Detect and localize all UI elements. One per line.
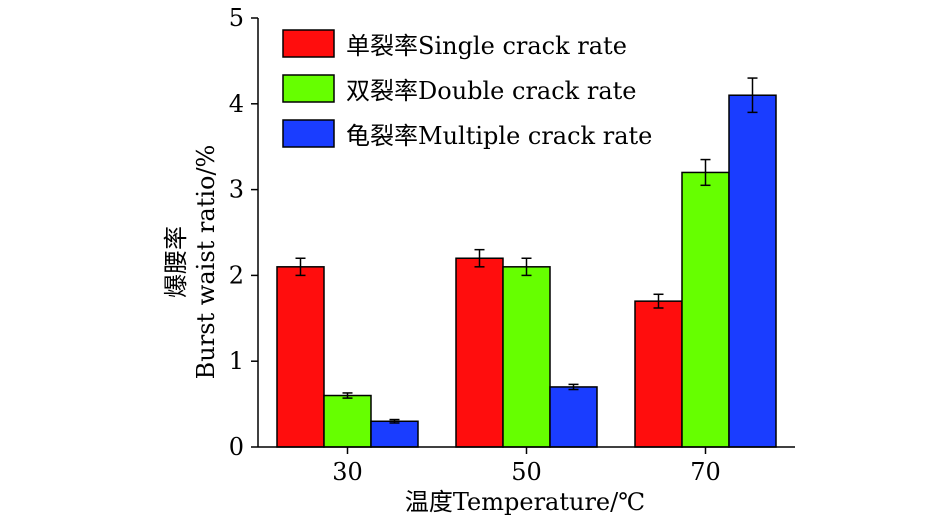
- legend-swatch: [282, 29, 335, 58]
- x-tick-label-30: 30: [332, 458, 363, 486]
- bar-multiple-crack-rate-30: [370, 420, 419, 448]
- bar-multiple-crack-rate-70: [728, 94, 777, 448]
- error-bar-2-50: [568, 383, 579, 391]
- legend: 单裂率Single crack rate 双裂率Double crack rate…: [282, 29, 652, 150]
- x-axis-title: 温度Temperature/℃: [405, 488, 645, 516]
- y-tick-label-0: 0: [229, 433, 244, 461]
- legend-item-0: 单裂率Single crack rate: [282, 29, 627, 60]
- error-bar-2-30: [389, 418, 400, 424]
- y-axis-title-en: Burst waist ratio/%: [192, 145, 220, 380]
- error-bar-1-70: [700, 158, 711, 187]
- error-bar-1-30: [342, 392, 353, 399]
- y-tick-label-2: 2: [229, 261, 244, 289]
- legend-item-2: 龟裂率Multiple crack rate: [282, 119, 652, 150]
- legend-label: 单裂率Single crack rate: [346, 32, 627, 60]
- error-bars-layer: [295, 77, 758, 424]
- bar-single-crack-rate-30: [276, 266, 325, 448]
- error-bar-2-70: [747, 77, 758, 114]
- bar-double-crack-rate-50: [502, 266, 551, 448]
- y-tick-label-4: 4: [229, 90, 244, 118]
- y-axis-title: 爆腰率 Burst waist ratio/%: [162, 145, 220, 380]
- y-axis-title-cn: 爆腰率: [162, 226, 190, 298]
- legend-item-1: 双裂率Double crack rate: [282, 74, 636, 105]
- error-bar-0-70: [653, 293, 664, 309]
- legend-label: 龟裂率Multiple crack rate: [346, 122, 652, 150]
- bar-multiple-crack-rate-50: [549, 386, 598, 448]
- x-tick-label-70: 70: [690, 458, 721, 486]
- y-tick-label-1: 1: [229, 347, 244, 375]
- bar-double-crack-rate-70: [681, 171, 730, 448]
- y-tick-label-3: 3: [229, 176, 244, 204]
- axes-layer: 0 1 2 3 4 5 30 50 70: [229, 4, 795, 486]
- legend-swatch: [282, 119, 335, 148]
- bar-single-crack-rate-50: [455, 257, 504, 448]
- y-tick-label-5: 5: [229, 4, 244, 32]
- error-bar-0-50: [474, 248, 485, 268]
- legend-swatch: [282, 74, 335, 103]
- legend-label: 双裂率Double crack rate: [346, 77, 636, 105]
- error-bar-0-30: [295, 257, 306, 277]
- bar-double-crack-rate-30: [323, 394, 372, 448]
- error-bar-1-50: [521, 257, 532, 277]
- bar-single-crack-rate-70: [634, 300, 683, 448]
- x-tick-label-50: 50: [511, 458, 542, 486]
